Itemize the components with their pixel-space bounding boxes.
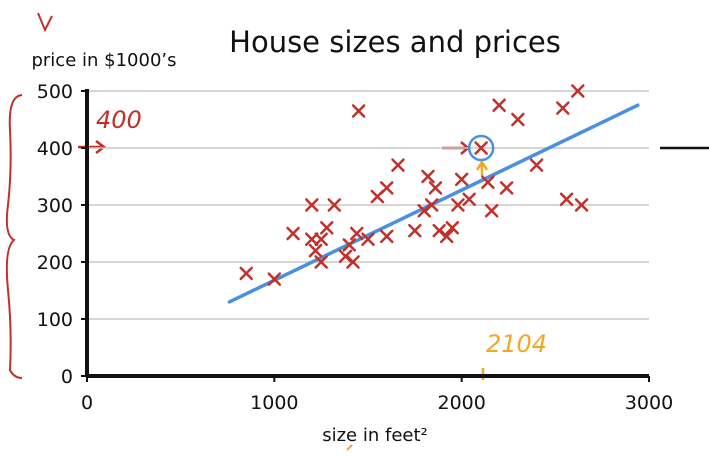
- x-tick-label: 0: [81, 392, 93, 414]
- x-axis-label: size in feet²: [322, 425, 428, 446]
- y-axis-label: price in $1000’s: [31, 50, 176, 71]
- y-tick-label: 100: [37, 309, 73, 331]
- data-point: [462, 192, 476, 207]
- data-point: [314, 255, 328, 269]
- data-point: [417, 203, 431, 218]
- data-point: [351, 104, 366, 118]
- data-point: [571, 84, 585, 98]
- data-point: [327, 198, 342, 212]
- y-tick-label: 200: [37, 252, 73, 274]
- x-tick-label: 3000: [625, 392, 673, 414]
- data-point: [432, 223, 446, 238]
- data-point: [239, 266, 253, 281]
- chart-title: House sizes and prices: [229, 25, 561, 59]
- x-tick-label: 1000: [250, 392, 298, 414]
- data-point: [424, 198, 439, 212]
- data-point: [484, 203, 499, 218]
- orange-label-2104: 2104: [486, 330, 547, 358]
- data-point: [308, 243, 323, 258]
- highlight-circle: [467, 134, 495, 162]
- data-point: [474, 141, 488, 155]
- data-point: [361, 232, 375, 246]
- data-point: [454, 172, 469, 187]
- data-point: [574, 198, 589, 212]
- y-tick-label: 300: [37, 195, 73, 217]
- data-point: [379, 181, 394, 195]
- data-point: [428, 181, 443, 195]
- grid: [87, 90, 649, 320]
- data-point: [342, 238, 357, 252]
- data-point: [451, 198, 465, 212]
- brace-annotation: [5, 94, 23, 379]
- data-point: [305, 198, 319, 212]
- data-point: [445, 221, 460, 235]
- data-point: [267, 272, 282, 286]
- x-tick-label: 2000: [437, 392, 485, 414]
- tick-labels: 0 100 200 300 400 500 0 1000 2000 3000: [37, 81, 673, 414]
- data-point: [314, 232, 328, 246]
- data-point: [305, 232, 319, 246]
- data-point: [439, 229, 454, 244]
- data-point: [379, 229, 394, 244]
- down-arrow-annotation: [37, 12, 53, 33]
- axes: [81, 89, 650, 382]
- data-point: [320, 221, 334, 235]
- data-point: [421, 169, 435, 184]
- data-point: [346, 255, 360, 269]
- data-point: [391, 158, 405, 172]
- y-tick-label: 400: [37, 138, 73, 160]
- data-points: [239, 84, 589, 286]
- red-label-400: 400: [96, 106, 142, 134]
- data-point: [338, 249, 353, 264]
- y-tick-label: 500: [37, 81, 73, 103]
- data-point: [481, 175, 495, 189]
- data-point: [408, 223, 422, 238]
- data-point: [499, 181, 514, 195]
- data-point: [529, 158, 544, 172]
- data-point: [350, 226, 364, 241]
- data-point: [286, 226, 300, 241]
- orange-mark-annotation: [346, 444, 353, 451]
- data-point: [556, 101, 570, 115]
- data-point: [492, 98, 506, 112]
- y-tick-label: 0: [61, 366, 73, 388]
- data-point: [511, 112, 525, 127]
- data-point: [559, 192, 574, 207]
